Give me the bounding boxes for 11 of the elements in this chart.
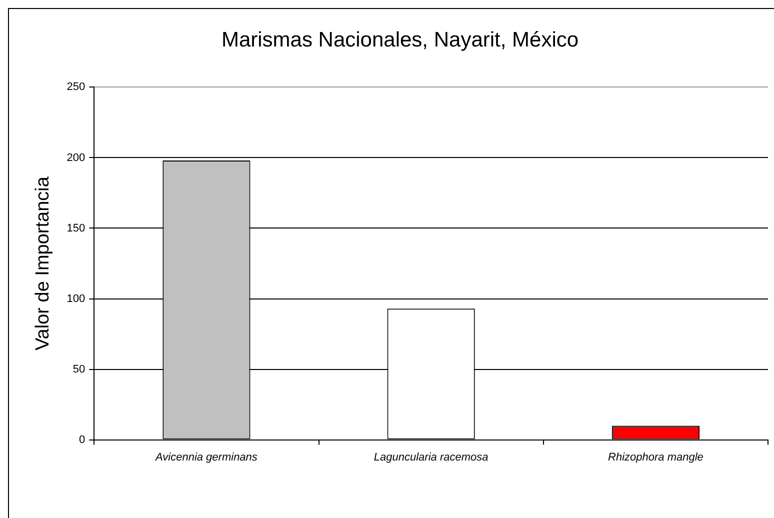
chart-title: Marismas Nacionales, Nayarit, México	[221, 28, 579, 52]
y-tick-label: 250	[66, 81, 86, 94]
y-axis-title: Valor de Importancia	[32, 176, 54, 350]
y-tick-label: 100	[66, 292, 86, 305]
y-tick-label: 200	[66, 152, 86, 164]
y-tick-label: 150	[66, 222, 86, 234]
y-tick-label: 0	[79, 434, 86, 446]
x-tick-label: Avicennia germinans	[154, 451, 258, 464]
y-tick-label: 50	[72, 363, 86, 376]
x-tick-label: Laguncularia racemosa	[374, 451, 488, 464]
x-tick-label: Rhizophora mangle	[608, 451, 704, 464]
